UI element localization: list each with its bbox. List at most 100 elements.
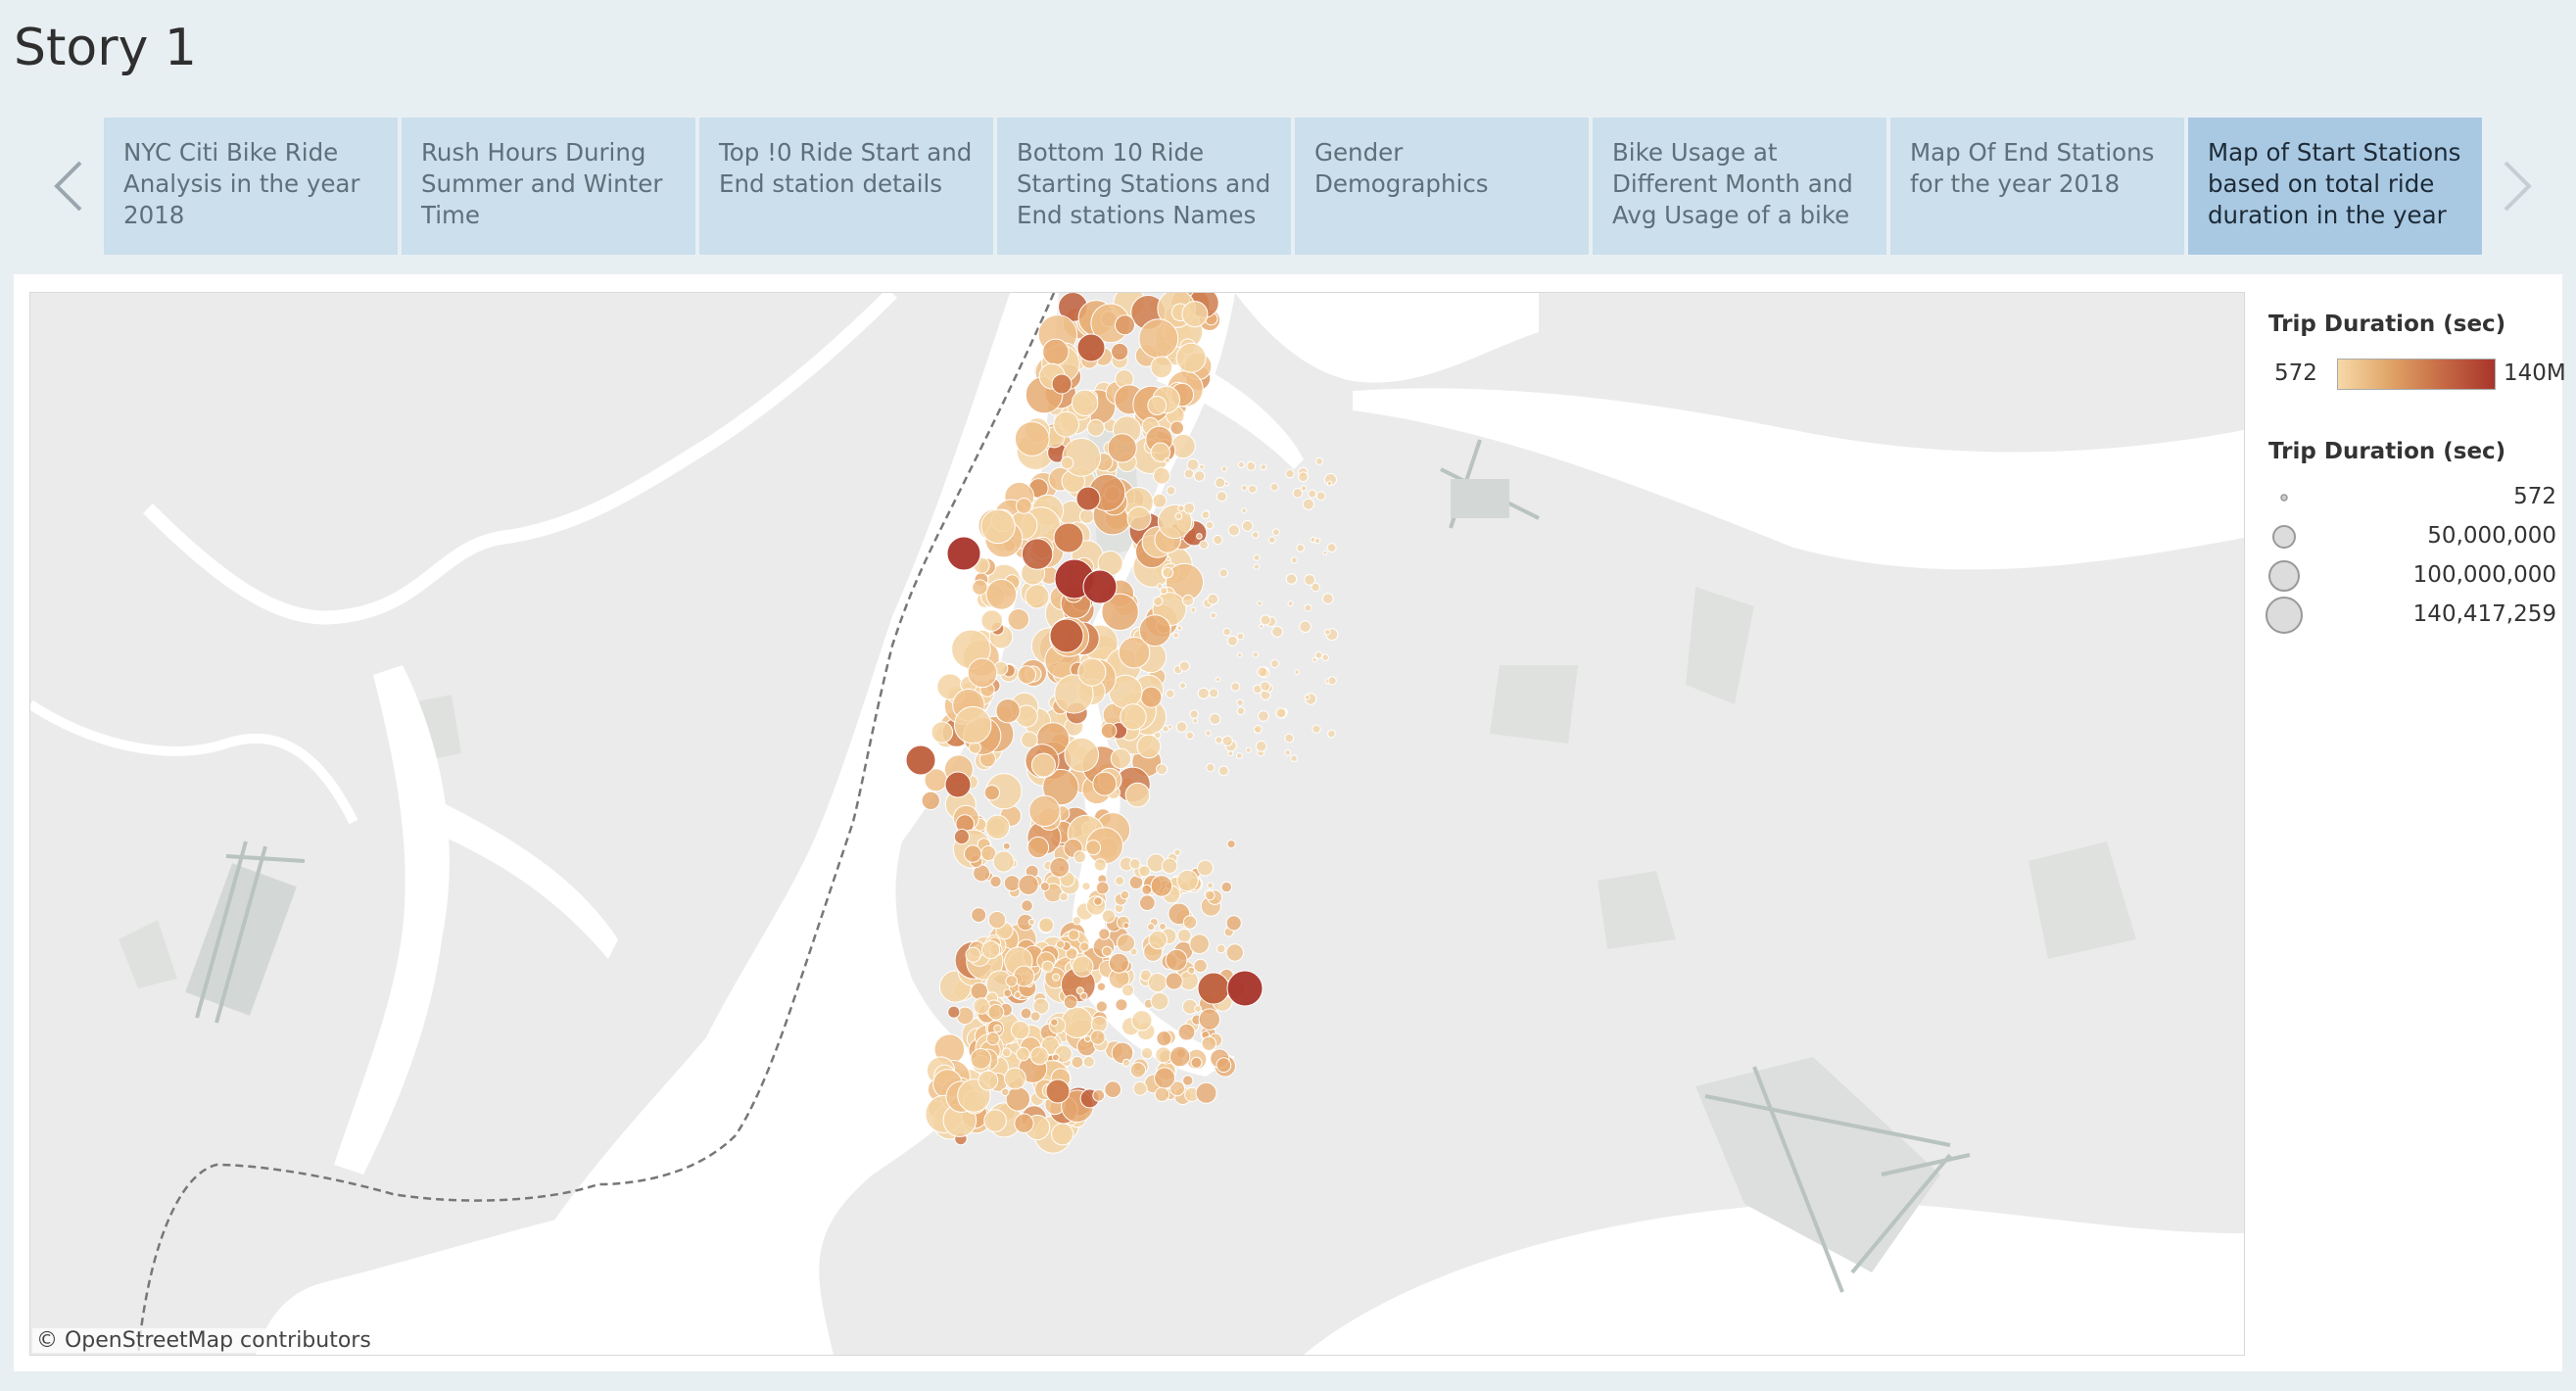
station-circle[interactable]: [930, 721, 954, 743]
station-circle[interactable]: [1065, 947, 1078, 960]
station-circle[interactable]: [983, 1109, 1007, 1132]
station-circle[interactable]: [1172, 632, 1179, 639]
station-circle[interactable]: [1285, 468, 1295, 479]
station-circle[interactable]: [1092, 771, 1118, 796]
station-circle[interactable]: [1072, 916, 1082, 926]
station-circle[interactable]: [921, 791, 940, 810]
station-circle[interactable]: [1252, 651, 1260, 658]
station-circle[interactable]: [1131, 1010, 1153, 1031]
station-circle[interactable]: [1215, 477, 1226, 489]
station-circle[interactable]: [1314, 650, 1323, 659]
station-circle[interactable]: [987, 1003, 1005, 1021]
station-circle[interactable]: [1327, 729, 1336, 739]
station-circle[interactable]: [965, 946, 981, 963]
station-circle[interactable]: [1241, 484, 1248, 492]
station-circle[interactable]: [1225, 915, 1242, 932]
station-circle[interactable]: [1183, 502, 1195, 514]
station-circle[interactable]: [1199, 463, 1205, 470]
station-circle[interactable]: [1326, 543, 1337, 553]
station-circle[interactable]: [1096, 982, 1107, 991]
station-circle[interactable]: [1018, 874, 1039, 895]
station-circle[interactable]: [1304, 603, 1312, 612]
station-circle[interactable]: [1159, 586, 1169, 596]
station-circle[interactable]: [946, 536, 981, 571]
station-circle[interactable]: [1121, 1058, 1131, 1068]
station-circle[interactable]: [978, 1070, 999, 1091]
station-circle[interactable]: [1255, 740, 1267, 752]
station-circle[interactable]: [1193, 470, 1206, 482]
station-circle[interactable]: [1001, 1047, 1012, 1058]
station-circle[interactable]: [1089, 1030, 1106, 1045]
station-circle[interactable]: [980, 609, 1004, 632]
station-circle[interactable]: [1269, 482, 1279, 492]
station-circle[interactable]: [1167, 724, 1173, 730]
station-circle[interactable]: [971, 907, 987, 924]
station-circle[interactable]: [1016, 498, 1032, 514]
station-circle[interactable]: [1162, 566, 1174, 579]
station-circle[interactable]: [1177, 504, 1185, 512]
station-circle[interactable]: [1215, 676, 1221, 683]
station-circle[interactable]: [1216, 491, 1228, 503]
station-circle[interactable]: [1257, 666, 1268, 678]
station-circle[interactable]: [1060, 456, 1074, 470]
station-circle[interactable]: [1230, 682, 1241, 692]
station-circle[interactable]: [1218, 568, 1228, 578]
station-circle[interactable]: [1039, 882, 1050, 891]
station-circle[interactable]: [1175, 342, 1207, 373]
station-circle[interactable]: [1241, 519, 1254, 532]
station-circle[interactable]: [973, 997, 990, 1015]
station-circle[interactable]: [1021, 899, 1033, 912]
station-circle[interactable]: [1014, 990, 1022, 999]
station-circle[interactable]: [989, 875, 1002, 888]
station-circle[interactable]: [1257, 600, 1263, 606]
station-circle[interactable]: [1021, 731, 1038, 749]
station-circle[interactable]: [1251, 531, 1260, 539]
station-circle[interactable]: [1315, 457, 1323, 465]
station-circle[interactable]: [1110, 747, 1132, 770]
station-circle[interactable]: [993, 1024, 1002, 1033]
station-circle[interactable]: [1014, 1113, 1034, 1133]
station-circle[interactable]: [964, 844, 982, 863]
station-circle[interactable]: [1025, 584, 1050, 609]
station-circle[interactable]: [1275, 707, 1287, 719]
station-circle[interactable]: [1284, 733, 1295, 743]
station-circle[interactable]: [1321, 653, 1329, 662]
station-circle[interactable]: [967, 657, 998, 689]
station-circle[interactable]: [1152, 493, 1168, 508]
station-circle[interactable]: [1029, 1011, 1041, 1022]
station-circle[interactable]: [1098, 928, 1111, 940]
station-circle[interactable]: [1253, 724, 1263, 734]
station-circle[interactable]: [1166, 555, 1171, 561]
station-circle[interactable]: [1225, 943, 1245, 962]
station-circle[interactable]: [1327, 676, 1337, 686]
station-circle[interactable]: [944, 771, 972, 798]
station-circle[interactable]: [1194, 1004, 1202, 1013]
station-circle[interactable]: [985, 578, 1018, 610]
station-circle[interactable]: [1207, 882, 1215, 889]
station-circle[interactable]: [1236, 706, 1246, 716]
station-circle[interactable]: [1100, 722, 1118, 740]
station-circle[interactable]: [1192, 718, 1199, 724]
station-circle[interactable]: [1197, 972, 1230, 1005]
previous-tab-button[interactable]: [39, 147, 98, 225]
station-circle[interactable]: [1053, 522, 1084, 553]
station-circle[interactable]: [1118, 636, 1151, 669]
station-circle[interactable]: [1287, 600, 1294, 607]
station-circle[interactable]: [1101, 945, 1113, 957]
station-circle[interactable]: [1154, 731, 1162, 740]
station-circle[interactable]: [1093, 896, 1103, 906]
station-circle[interactable]: [905, 744, 936, 776]
station-circle[interactable]: [1236, 698, 1244, 706]
station-circle[interactable]: [1055, 939, 1066, 949]
station-circle[interactable]: [1157, 504, 1193, 540]
station-circle[interactable]: [1075, 486, 1101, 511]
station-circle[interactable]: [1296, 544, 1305, 552]
station-circle[interactable]: [1153, 466, 1170, 485]
station-circle[interactable]: [1107, 433, 1137, 463]
station-circle[interactable]: [1138, 894, 1156, 912]
station-circle[interactable]: [1156, 763, 1169, 776]
station-circle[interactable]: [1326, 480, 1333, 487]
tab-map-end-stations[interactable]: Map Of End Stations for the year 2018: [1890, 118, 2184, 255]
station-circle[interactable]: [1011, 1021, 1030, 1040]
station-circle[interactable]: [1205, 730, 1212, 737]
